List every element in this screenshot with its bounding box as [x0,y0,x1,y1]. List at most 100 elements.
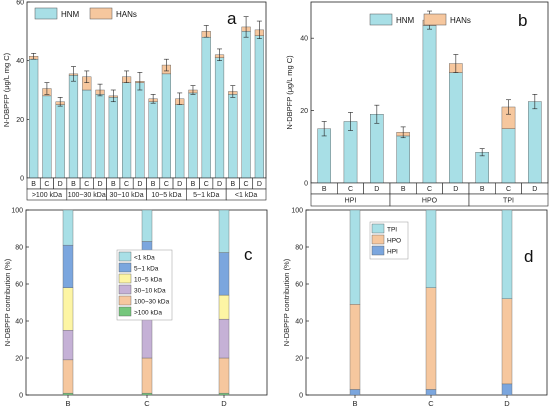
y-tick-label: 0 [304,181,308,188]
legend-swatch-30-10-kda [118,284,132,295]
y-tick-label: 40 [295,319,303,326]
x-tick-label: B [322,186,327,193]
x-tick-label: B [31,181,36,188]
bar-30-10-kda [62,330,74,361]
y-axis-label: N-DBPFP (μg/L mg C) [285,55,294,130]
bar-hnm [29,59,39,179]
x-tick-label: D [221,399,227,408]
bar-gt100-kda [62,392,74,396]
y-tick-label: 20 [16,117,24,124]
y-axis-label: N-DBPFP contribution (%) [3,258,12,346]
panel-c: 0 20 40 60 80 100 N-DBPFP contribution (%) B C D <… [3,208,268,408]
bar-hnm [254,35,264,179]
bar-lt1-kda [62,209,74,246]
panel-letter: a [227,9,237,28]
x-tick-label: D [257,181,262,188]
y-tick-label: 100 [11,208,23,215]
bar-hnm [370,114,384,184]
x-tick-label: B [480,186,485,193]
bar-gt100-kda [218,392,230,396]
y-tick-label: 40 [300,36,308,43]
legend-swatch-5-1-kda [118,262,132,273]
legend-label: HPI [387,249,398,256]
x-tick-label: B [111,181,116,188]
y-axis-label: N-DBPFP (μg/L mg C) [2,52,11,127]
group-cell [225,188,267,201]
legend-label: HNM [396,16,415,25]
legend-label: HANs [450,16,471,25]
bar-hpo [501,298,513,385]
x-tick-label: D [453,186,458,193]
y-tick-label: 40 [16,58,24,65]
x-tick-label: D [532,186,537,193]
legend-label: 100~30 kDa [134,299,170,306]
bar-hnm [188,92,198,179]
y-tick-label: 20 [295,356,303,363]
x-tick-label: D [504,399,510,408]
bar-hnm [122,82,132,179]
bar-hnm [82,89,92,179]
bar-hnm [135,82,145,179]
legend-label: 30~10 kDa [134,288,166,295]
legend-swatch-gt100-kda [118,306,132,317]
bar-10-5-kda [218,294,230,320]
panel-letter: b [518,11,527,30]
group-label: >100 kDa [32,192,62,199]
bar-hnm [422,25,437,184]
x-tick-label: D [217,181,222,188]
panel-letter: d [524,247,533,266]
x-tick-label: C [428,399,434,408]
group-label: TPI [503,198,514,205]
group-label: HPI [345,198,357,205]
bar-hnm [396,135,410,184]
bar-tpi [349,209,361,305]
group-label: HPO [422,198,438,205]
legend-swatch-lt1-kda [118,251,132,262]
bar-hpi [501,383,513,396]
x-tick-label: D [374,186,379,193]
x-tick-label: B [230,181,235,188]
bar-hnm [214,57,225,179]
bar-lt1-kda [141,209,153,242]
y-axis-label: N-DBPFP contribution (%) [282,258,291,346]
bar-5-1-kda [218,252,230,296]
panel-b: 0 20 40 N-DBPFP (μg/L mg C) B C D B C D B C D HPI HPO T… [285,1,549,207]
bar-hnm [449,72,463,184]
group-label: 100~30 kDa [68,192,106,199]
bar-hnm [528,101,542,184]
bar-hnm [501,128,516,184]
group-label: 30~10 kDa [110,192,144,199]
y-tick-label: 0 [20,176,24,183]
bar-hnm [241,31,251,179]
y-tick-label: 40 [15,319,23,326]
group-cell [468,193,549,207]
bar-hnm [148,101,158,179]
x-tick-label: C [124,181,129,188]
bar-hnm [55,104,65,179]
x-tick-label: C [348,186,353,193]
x-tick-label: C [44,181,49,188]
y-tick-label: 20 [15,356,23,363]
y-tick-label: 80 [295,245,303,252]
y-tick-label: 60 [16,0,24,7]
legend-label: HPO [387,238,401,245]
bar-30-10-kda [141,317,153,359]
panel-a: 0 20 40 60 N-DBPFP (μg/L mg C) B C D B C D B C D B C D B C… [2,0,267,201]
y-tick-label: 20 [300,108,308,115]
y-tick-label: 100 [291,208,303,215]
group-label: 5~1 kDa [193,192,219,199]
bar-hnm [317,128,331,184]
bar-30-10-kda [218,318,230,359]
legend-label: >100 kDa [134,310,162,317]
x-tick-label: D [58,181,63,188]
x-tick-label: C [164,181,169,188]
bar-10-5-kda [62,287,74,331]
bar-lt1-kda [218,209,230,253]
x-tick-label: B [65,399,70,408]
legend-swatch-hnm [369,13,393,26]
x-tick-label: C [144,399,150,408]
bar-hnm [201,37,211,179]
bar-hpo [349,304,361,390]
y-tick-label: 0 [19,393,23,400]
